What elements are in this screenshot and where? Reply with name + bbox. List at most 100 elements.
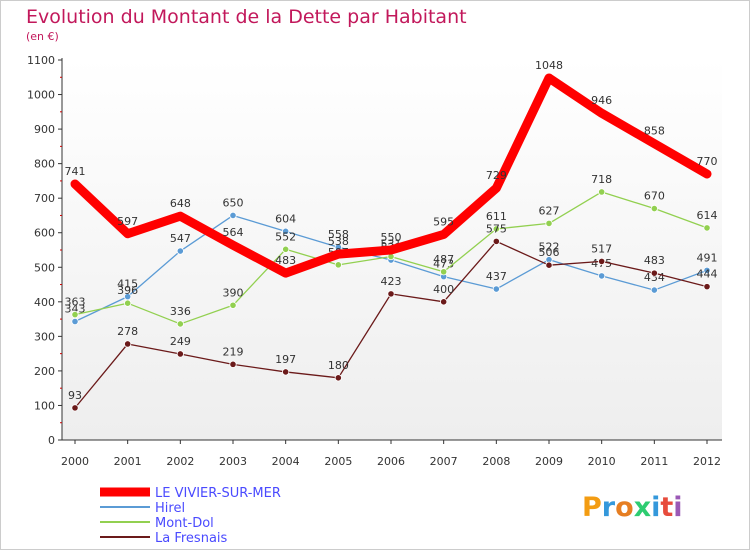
x-tick-label: 2005	[324, 455, 352, 468]
data-label-le_vivier: 741	[65, 165, 86, 178]
data-label-la_fresnais: 278	[117, 325, 138, 338]
y-tick-label: 800	[34, 158, 55, 171]
data-label-le_vivier: 729	[486, 169, 507, 182]
data-label-le_vivier: 1048	[535, 59, 563, 72]
data-label-mont_dol: 718	[591, 173, 612, 186]
legend-label-le_vivier: LE VIVIER-SUR-MER	[155, 486, 281, 501]
y-tick-label: 400	[34, 296, 55, 309]
data-point-hirel	[229, 211, 237, 220]
y-tick-label: 500	[34, 261, 55, 274]
data-point-mont_dol	[176, 320, 184, 328]
data-label-mont_dol: 487	[433, 253, 454, 266]
data-label-la_fresnais: 219	[223, 345, 244, 358]
data-point-la_fresnais	[703, 283, 711, 291]
data-label-hirel: 437	[486, 270, 507, 283]
data-point-la_fresnais	[282, 368, 290, 376]
data-label-la_fresnais: 423	[381, 275, 402, 288]
y-tick-label: 600	[34, 227, 55, 240]
data-label-la_fresnais: 517	[591, 242, 612, 255]
data-point-la_fresnais	[176, 350, 184, 358]
data-label-mont_dol: 552	[275, 230, 296, 243]
data-label-le_vivier: 946	[591, 94, 612, 107]
data-label-le_vivier: 858	[644, 125, 665, 138]
data-label-le_vivier: 483	[275, 254, 296, 267]
x-tick-label: 2000	[61, 455, 89, 468]
data-label-le_vivier: 564	[223, 226, 244, 239]
data-point-mont_dol	[282, 245, 290, 253]
data-label-mont_dol: 363	[65, 296, 86, 309]
data-point-mont_dol	[703, 224, 711, 232]
y-tick-label: 100	[34, 399, 55, 412]
axes: 0 100 200 300 400 500 600 700 800 900 1000 1100 2000…	[27, 54, 722, 468]
data-point-la_fresnais	[492, 237, 500, 245]
y-tick-label: 900	[34, 123, 55, 136]
data-label-hirel: 650	[223, 196, 244, 209]
data-label-la_fresnais: 444	[697, 268, 718, 281]
x-tick-label: 2007	[430, 455, 458, 468]
series-layer: 3434155476506045585214734375224754344913…	[65, 59, 718, 412]
x-tick-label: 2004	[272, 455, 300, 468]
x-tick-label: 2008	[482, 455, 510, 468]
data-label-la_fresnais: 249	[170, 335, 191, 348]
chart-subtitle: (en €)	[26, 30, 59, 43]
data-point-la_fresnais	[387, 290, 395, 298]
series-line-le_vivier	[70, 73, 712, 278]
data-point-hirel	[71, 317, 79, 326]
data-label-la_fresnais: 93	[68, 389, 82, 402]
x-tick-label: 2009	[535, 455, 563, 468]
data-label-mont_dol: 396	[117, 284, 138, 297]
x-tick-label: 2003	[219, 455, 247, 468]
data-label-le_vivier: 648	[170, 197, 191, 210]
data-point-la_fresnais	[229, 360, 237, 368]
data-label-la_fresnais: 400	[433, 283, 454, 296]
data-label-la_fresnais: 575	[486, 222, 507, 235]
legend-label-hirel: Hirel	[155, 501, 185, 516]
y-tick-label: 300	[34, 330, 55, 343]
legend-label-la_fresnais: La Fresnais	[155, 531, 228, 546]
data-label-hirel: 547	[170, 232, 191, 245]
data-label-mont_dol: 670	[644, 190, 665, 203]
x-tick-label: 2006	[377, 455, 405, 468]
data-label-hirel: 522	[539, 241, 560, 254]
proxiti-logo: Proxiti	[582, 492, 683, 523]
data-point-la_fresnais	[598, 257, 606, 265]
data-label-mont_dol: 336	[170, 305, 191, 318]
data-label-le_vivier: 550	[381, 231, 402, 244]
data-point-la_fresnais	[440, 298, 448, 306]
data-label-mont_dol: 390	[223, 286, 244, 299]
y-tick-label: 200	[34, 365, 55, 378]
data-point-mont_dol	[124, 299, 132, 307]
x-tick-label: 2011	[640, 455, 668, 468]
x-tick-label: 2001	[114, 455, 142, 468]
data-label-le_vivier: 597	[117, 215, 138, 228]
data-point-mont_dol	[334, 261, 342, 269]
data-point-la_fresnais	[71, 404, 79, 412]
data-point-mont_dol	[492, 225, 500, 233]
data-point-mont_dol	[229, 301, 237, 309]
data-point-hirel	[176, 247, 184, 255]
data-label-le_vivier: 538	[328, 235, 349, 248]
data-label-hirel: 491	[697, 251, 718, 264]
data-label-hirel: 415	[117, 278, 138, 291]
data-point-mont_dol	[650, 204, 658, 213]
svg-text:Proxiti: Proxiti	[582, 492, 683, 523]
y-tick-label: 1000	[27, 89, 55, 102]
data-point-hirel	[598, 272, 606, 280]
data-label-mont_dol: 614	[697, 209, 718, 222]
series-la_fresnais: 93 278 249 219 197 180 423 400 575 506 517 483 444	[68, 222, 718, 412]
data-label-la_fresnais: 483	[644, 254, 665, 267]
data-label-le_vivier: 595	[433, 215, 454, 228]
x-tick-label: 2010	[588, 455, 616, 468]
data-point-la_fresnais	[124, 340, 132, 348]
data-label-mont_dol: 627	[539, 204, 560, 217]
data-point-hirel	[703, 266, 711, 274]
data-label-la_fresnais: 506	[539, 246, 560, 259]
y-tick-label: 0	[48, 434, 55, 447]
data-label-hirel: 604	[275, 212, 296, 225]
data-point-hirel	[282, 227, 290, 235]
data-label-la_fresnais: 197	[275, 353, 296, 366]
data-point-hirel	[650, 286, 658, 294]
